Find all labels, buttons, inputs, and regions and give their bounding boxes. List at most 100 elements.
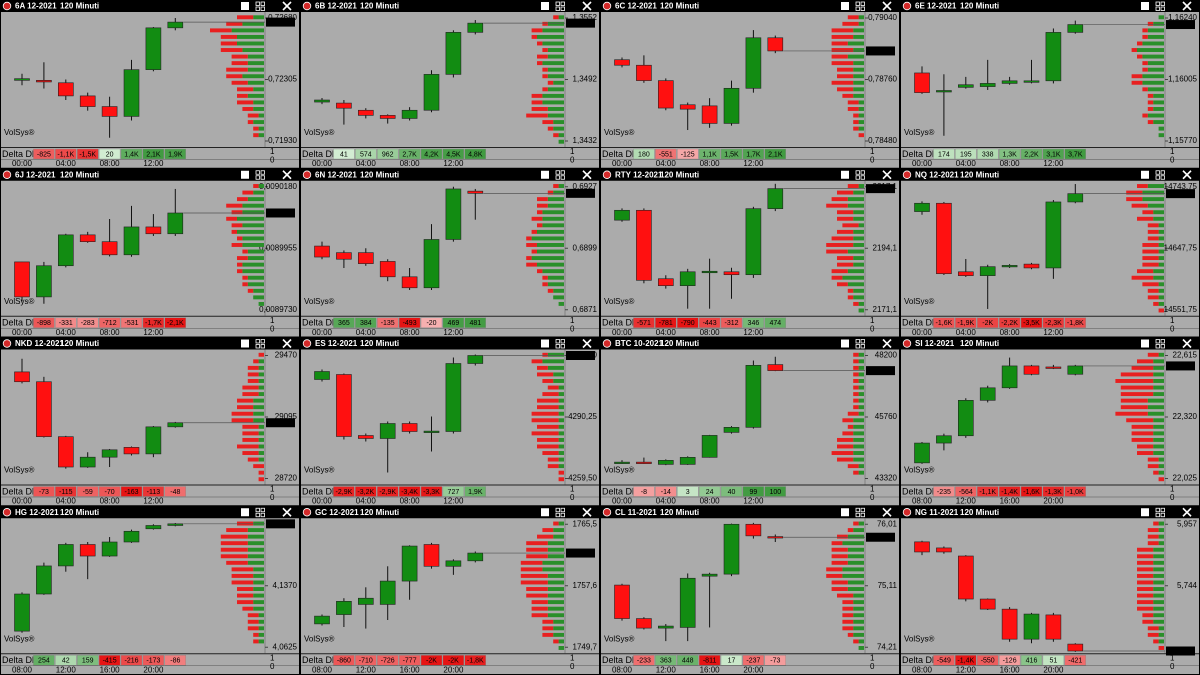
delta-label: -1,4K [957,658,974,665]
candle-body [701,105,718,124]
volume-profile-bar [253,639,259,644]
volume-profile-bar [253,133,259,138]
candle-body [145,525,162,530]
candle-body [357,109,374,116]
maximize-button[interactable] [841,508,849,517]
maximize-button[interactable] [241,170,249,179]
delta-tick-label: 0 [1170,156,1175,165]
candle-body [357,435,374,439]
volume-profile-bar [537,41,543,46]
close-button[interactable] [882,338,892,349]
chart-interval: 120 Minuti [960,339,999,348]
maximize-button[interactable] [541,508,549,517]
close-button[interactable] [282,338,292,349]
volume-profile-bar [853,93,864,98]
maximize-button[interactable] [241,508,249,517]
delta-cell [933,317,955,328]
maximize-button[interactable] [1141,508,1149,517]
y-tick-label: 5,957 [1177,519,1198,528]
volume-profile-bar [253,418,264,423]
watermark: VolSys® [904,297,934,306]
maximize-button[interactable] [841,170,849,179]
volume-profile-bar [253,288,264,293]
close-button[interactable] [1182,1,1192,11]
volume-profile-bar [526,587,548,591]
volume-profile-bar [558,133,564,138]
close-button[interactable] [282,170,292,180]
chart-interval: 120 Minuti [60,508,99,517]
layout-button[interactable] [1155,339,1165,349]
volume-profile-bar [858,223,864,228]
close-button[interactable] [582,507,592,517]
layout-button[interactable] [555,507,565,518]
maximize-button[interactable] [841,339,849,348]
volume-profile-bar [1158,223,1164,228]
volume-profile-bar [258,113,264,118]
close-button[interactable] [582,1,592,11]
close-button[interactable] [1182,170,1192,180]
delta-cell [164,486,187,497]
maximize-button[interactable] [541,170,549,179]
layout-button[interactable] [855,507,865,518]
delta-label: 254 [38,658,50,665]
volume-profile-bar [247,554,264,559]
volume-profile-bar [542,626,554,631]
volume-profile-bar [558,451,564,455]
chart-interval: 120 Minuti [60,170,99,179]
delta-label: -1,7K [145,320,162,327]
layout-button[interactable] [255,1,265,11]
maximize-button[interactable] [241,2,249,10]
volume-profile-bar [537,223,543,228]
volume-profile-bar [847,632,854,637]
close-button[interactable] [882,507,892,517]
delta-title: Delta Dly [602,486,639,496]
delta-label: -135 [381,320,395,327]
maximize-button[interactable] [1141,2,1149,10]
volume-profile-bar [837,457,854,462]
delta-cell [142,317,165,328]
layout-button[interactable] [255,507,265,518]
volume-profile-bar [842,619,854,624]
volume-profile-bar [1158,352,1164,357]
layout-button[interactable] [855,1,865,11]
volume-profile-bar [837,437,854,442]
layout-button[interactable] [255,170,265,180]
layout-button[interactable] [1155,507,1165,518]
x-tick-label: 08:00 [400,159,421,168]
layout-button[interactable] [855,170,865,180]
maximize-button[interactable] [1141,170,1149,179]
maximize-button[interactable] [541,339,549,348]
layout-button[interactable] [855,339,865,349]
candle-body [445,560,462,567]
y-tick-label: 1,16005 [1168,75,1197,84]
layout-button[interactable] [555,1,565,11]
close-button[interactable] [882,1,892,11]
close-button[interactable] [282,1,292,11]
y-tick-label: 76,01 [877,519,898,528]
volume-profile-bar [553,133,559,138]
close-button[interactable] [282,507,292,517]
maximize-button[interactable] [841,2,849,10]
layout-button[interactable] [1155,170,1165,180]
layout-button[interactable] [555,339,565,349]
watermark: VolSys® [4,128,34,137]
watermark: VolSys® [4,297,34,306]
maximize-button[interactable] [1141,339,1149,348]
maximize-button[interactable] [541,2,549,10]
layout-button[interactable] [255,339,265,349]
close-button[interactable] [582,338,592,349]
delta-title: Delta Dly [2,318,39,328]
close-button[interactable] [882,170,892,180]
maximize-button[interactable] [241,339,249,348]
close-button[interactable] [1182,338,1192,349]
candle-body [614,584,630,619]
volume-profile-bar [547,80,554,85]
layout-button[interactable] [1155,1,1165,11]
volume-profile-bar [542,379,554,383]
volume-profile-bar [837,190,854,195]
volume-profile-bar [842,541,864,546]
close-button[interactable] [1182,507,1192,517]
close-button[interactable] [582,170,592,180]
layout-button[interactable] [555,170,565,180]
delta-label: 416 [1026,658,1038,665]
